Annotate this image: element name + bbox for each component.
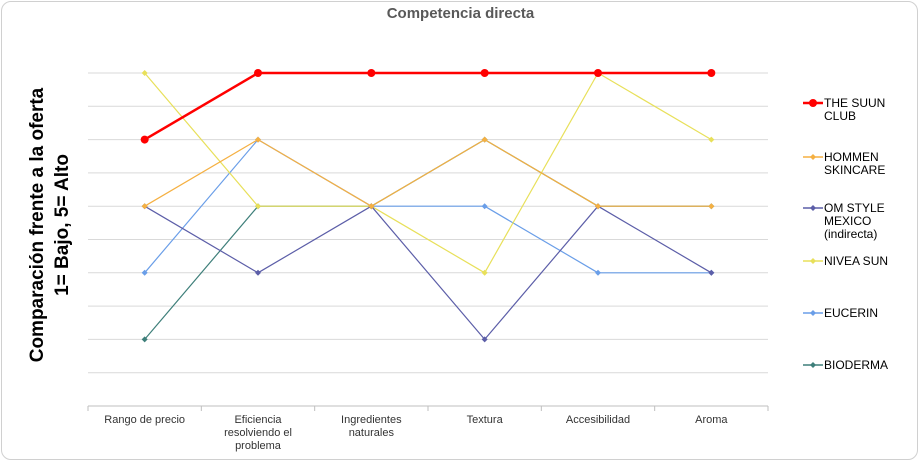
data-point: [255, 136, 261, 143]
data-point: [255, 269, 261, 276]
legend-swatch-marker: [810, 154, 816, 160]
legend-item: OM STYLE MEXICO (indirecta): [803, 201, 885, 241]
legend-item: NIVEA SUN: [803, 254, 888, 268]
data-point: [595, 203, 601, 210]
x-axis-ticks: Rango de precio Eficiencia resolviendo el p…: [87, 406, 769, 452]
legend-label: BIODERMA: [824, 358, 888, 372]
data-point: [368, 203, 375, 210]
legend-label: OM STYLE MEXICO (indirecta): [824, 201, 885, 241]
legend-swatch-marker: [810, 205, 816, 211]
x-tick-label: Eficiencia resolviendo el problema: [224, 414, 292, 452]
series-0: [140, 69, 716, 144]
legend-swatch-marker: [809, 99, 817, 107]
series-line: [144, 139, 712, 207]
data-point: [141, 203, 148, 210]
x-tick-label: Aroma: [695, 414, 728, 426]
data-point: [480, 69, 489, 77]
x-tick-label: Textura: [467, 414, 504, 426]
data-point: [481, 336, 488, 343]
chart-title: Competencia directa: [386, 5, 535, 22]
x-tick-label: Accesibilidad: [566, 414, 630, 426]
x-tick-label: Rango de precio: [104, 414, 185, 426]
data-point: [708, 203, 715, 210]
legend-item: HOMMEN SKINCARE: [803, 150, 885, 177]
legend-item: BIODERMA: [803, 358, 888, 372]
legend-item: THE SUUN CLUB: [803, 96, 885, 123]
series-line: [144, 71, 712, 141]
legend-swatch-marker: [810, 362, 816, 368]
data-point: [594, 69, 602, 77]
data-point: [595, 269, 601, 276]
data-point: [481, 203, 488, 210]
data-point: [141, 269, 148, 276]
data-point: [708, 136, 715, 143]
data-point: [140, 135, 149, 144]
data-point: [254, 69, 262, 77]
legend-label: HOMMEN SKINCARE: [824, 150, 885, 177]
legend-label: EUCERIN: [824, 306, 878, 320]
legend-label: NIVEA SUN: [824, 254, 888, 268]
data-point: [255, 203, 261, 210]
data-point: [707, 69, 716, 77]
series-1: [141, 136, 715, 210]
legend-swatch-marker: [810, 310, 816, 316]
data-point: [141, 70, 148, 76]
series-line: [144, 72, 712, 274]
legend: THE SUUN CLUB HOMMEN SKINCARE OM STYLE MEXICO…: [803, 96, 888, 372]
data-point: [141, 336, 148, 343]
data-point: [708, 269, 715, 276]
data-point: [367, 69, 376, 77]
series-line: [144, 139, 712, 274]
legend-item: EUCERIN: [803, 306, 878, 320]
gridlines: [88, 72, 768, 374]
series-line: [144, 205, 712, 340]
legend-swatch-marker: [810, 258, 816, 264]
legend-label: THE SUUN CLUB: [824, 96, 885, 123]
x-tick-label: Ingredientes naturales: [341, 414, 402, 439]
data-point: [481, 269, 488, 276]
data-point: [481, 136, 488, 143]
